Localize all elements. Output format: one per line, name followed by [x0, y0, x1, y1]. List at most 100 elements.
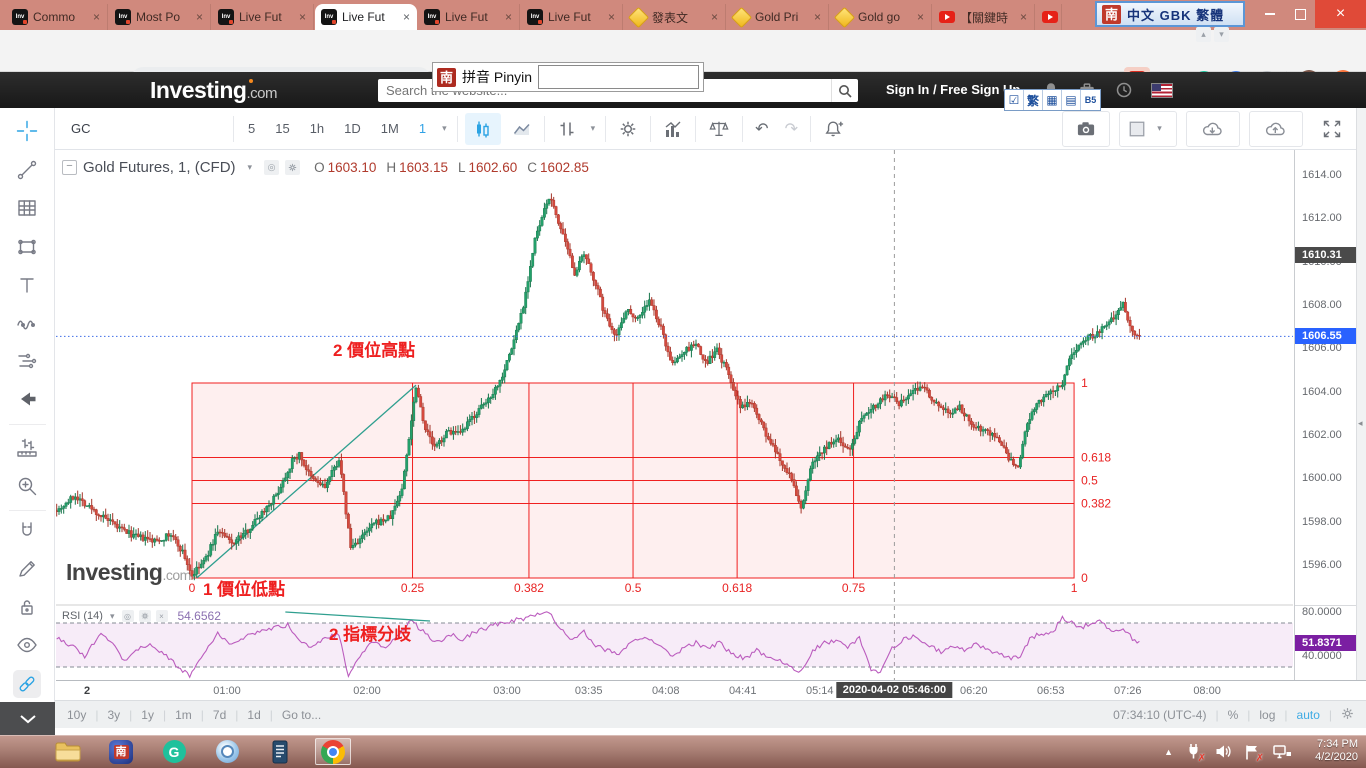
log-scale-button[interactable]: log [1259, 707, 1276, 722]
interval-button-5[interactable]: 5 [248, 121, 256, 136]
sync-link-icon[interactable] [13, 670, 41, 698]
search-icon[interactable] [831, 79, 858, 102]
browser-tab[interactable]: Gold Pri × [727, 4, 829, 30]
layout-selector-button[interactable]: ▾ [1119, 110, 1177, 147]
tab-close-icon[interactable]: × [504, 10, 512, 24]
taskbar-clock[interactable]: 7:34 PM 4/2/2020 [1315, 738, 1358, 764]
back-arrow-tool-icon[interactable] [13, 385, 41, 413]
chrome-app-icon[interactable] [315, 738, 351, 765]
measure-tool-icon[interactable] [13, 434, 41, 462]
symbol-input[interactable]: GC [71, 121, 91, 136]
grammarly-app-icon[interactable]: G [156, 738, 192, 765]
tab-close-icon[interactable]: × [607, 10, 615, 24]
compare-button[interactable] [549, 109, 585, 149]
interval-button-1h[interactable]: 1h [309, 121, 325, 136]
range-button-10y[interactable]: 10y [67, 707, 87, 722]
tab-close-icon[interactable]: × [710, 10, 718, 24]
undo-icon[interactable]: ↶ [755, 120, 769, 138]
ime-page-icon[interactable]: ▤ [1062, 90, 1081, 110]
annotation-divergence[interactable]: 2 指標分歧 [329, 625, 412, 644]
rsi-close-icon[interactable]: × [155, 610, 168, 622]
openoffice-writer-icon[interactable] [262, 738, 298, 765]
instrument-title[interactable]: Gold Futures, 1, (CFD) [83, 159, 236, 176]
file-explorer-icon[interactable] [50, 738, 86, 765]
rsi-divergence-line[interactable] [285, 611, 431, 622]
indicators-button[interactable] [655, 109, 691, 149]
interval-button-1M[interactable]: 1M [380, 121, 399, 136]
legend-visibility-icon[interactable]: ◎ [264, 160, 280, 175]
power-status-icon[interactable]: ✗ [1186, 743, 1206, 764]
nan-ime-app-icon[interactable]: 南 [103, 738, 139, 765]
crosshair-tool-icon[interactable] [13, 117, 41, 145]
sign-in-link[interactable]: Sign In / Free Sign Up [886, 82, 1021, 97]
browser-tab[interactable]: Inv Live Fut × [212, 4, 314, 30]
browser-tab[interactable]: Gold go × [830, 4, 932, 30]
goto-button[interactable]: Go to... [281, 707, 322, 722]
settings-gear-icon[interactable] [610, 109, 646, 149]
interval-button-1D[interactable]: 1D [344, 121, 361, 136]
time-axis[interactable]: 2 01:00 02:00 03:00 03:35 04:08 04:41 05:14 06:2… [56, 680, 1366, 700]
tab-close-icon[interactable]: × [195, 10, 203, 24]
ime-keyboard-icon[interactable]: ▦ [1043, 90, 1062, 110]
chromium-app-icon[interactable] [209, 738, 245, 765]
browser-tab[interactable]: 【關鍵時 × [933, 4, 1035, 30]
side-scroll-strip[interactable]: ◂ [1356, 108, 1366, 700]
candlestick-style-button[interactable] [464, 112, 501, 145]
browser-tab[interactable]: Inv Commo × [6, 4, 108, 30]
shapes-tool-icon[interactable] [13, 233, 41, 261]
pattern-tool-icon[interactable] [13, 309, 41, 337]
ime-language-bar[interactable]: 南 中文 GBK 繁體 [1095, 1, 1245, 27]
price-axis[interactable]: 1596.00 1598.00 1600.00 1602.00 1604.00 1606.… [1294, 150, 1356, 680]
browser-tab[interactable]: Inv Live Fut × [315, 4, 417, 30]
percent-scale-button[interactable]: % [1227, 707, 1239, 722]
alert-bell-button[interactable] [815, 109, 853, 149]
us-flag-icon[interactable] [1151, 83, 1173, 98]
ime-toolbar[interactable]: ☑ 繁 ▦ ▤ B5 [1004, 89, 1101, 111]
volume-speaker-icon[interactable] [1215, 744, 1232, 759]
ime-b5-button[interactable]: B5 [1084, 95, 1097, 105]
range-button-1d[interactable]: 1d [247, 707, 261, 722]
browser-tab[interactable]: Inv Live Fut × [418, 4, 520, 30]
trendline[interactable] [196, 384, 417, 579]
browser-tab[interactable]: Inv Live Fut × [521, 4, 623, 30]
window-restore-button[interactable] [1285, 0, 1315, 28]
rsi-settings-gear-icon[interactable] [138, 610, 151, 622]
range-button-1y[interactable]: 1y [141, 707, 154, 722]
tab-close-icon[interactable]: × [402, 10, 410, 24]
fibonacci-tool-icon[interactable] [13, 194, 41, 222]
tab-close-icon[interactable]: × [813, 10, 821, 24]
compare-caret-icon[interactable]: ▾ [590, 123, 596, 133]
annotation-price-high[interactable]: 2 價位高點 [333, 341, 416, 360]
interval-button-15[interactable]: 15 [275, 121, 290, 136]
auto-scale-button[interactable]: auto [1296, 707, 1320, 722]
drawing-mode-pencil-icon[interactable] [13, 555, 41, 583]
magnet-tool-icon[interactable] [13, 517, 41, 545]
clock-icon[interactable] [1115, 81, 1133, 104]
pane-down-icon[interactable]: ▾ [1214, 27, 1229, 42]
legend-settings-gear-icon[interactable] [285, 160, 301, 175]
browser-tab[interactable] [1036, 4, 1062, 30]
snapshot-camera-button[interactable] [1062, 110, 1110, 147]
window-close-button[interactable]: × [1315, 0, 1366, 28]
ime-input-field[interactable] [538, 65, 699, 89]
hide-drawings-eye-icon[interactable] [13, 631, 41, 659]
load-chart-cloud-button[interactable] [1186, 110, 1240, 147]
save-chart-cloud-button[interactable] [1249, 110, 1303, 147]
tab-close-icon[interactable]: × [92, 10, 100, 24]
clock-readout[interactable]: 07:34:10 (UTC-4) [1113, 707, 1207, 722]
rsi-caret-icon[interactable]: ▾ [109, 610, 115, 621]
tray-expand-icon[interactable]: ▲ [1164, 746, 1173, 757]
scroll-left-icon[interactable]: ◂ [1358, 418, 1363, 428]
ime-check-icon[interactable]: ☑ [1005, 90, 1024, 110]
forecast-tool-icon[interactable] [13, 347, 41, 375]
range-button-7d[interactable]: 7d [212, 707, 227, 722]
compare-scales-icon[interactable] [700, 109, 738, 149]
browser-tab[interactable]: 發表文 × [624, 4, 726, 30]
zoom-in-tool-icon[interactable] [13, 472, 41, 500]
network-icon[interactable] [1273, 744, 1292, 760]
interval-caret-icon[interactable]: ▾ [442, 123, 447, 133]
tab-close-icon[interactable]: × [298, 10, 306, 24]
chart-plot[interactable]: Investing.com 0 0.25 0.382 0.5 0.618 0.75 1 0 0.… [56, 150, 1293, 680]
redo-icon[interactable]: ↷ [784, 120, 798, 138]
